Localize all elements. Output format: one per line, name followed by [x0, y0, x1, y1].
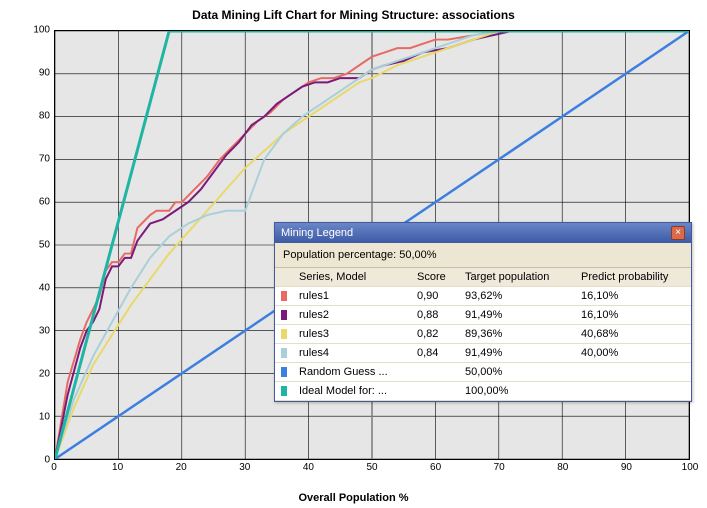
series-swatch: [281, 291, 287, 301]
legend-score: [411, 363, 459, 381]
series-swatch: [281, 367, 287, 377]
col-prob: Predict probability: [575, 268, 691, 286]
y-axis-ticks: 0102030405060708090100: [24, 30, 52, 460]
x-axis-label: Overall Population %: [298, 492, 408, 504]
series-swatch: [281, 348, 287, 358]
legend-score: 0,84: [411, 344, 459, 362]
legend-row[interactable]: rules10,9093,62%16,10%: [275, 287, 691, 306]
y-tick: 90: [24, 68, 50, 79]
y-tick: 70: [24, 154, 50, 165]
legend-target: 89,36%: [459, 325, 575, 343]
y-tick: 10: [24, 412, 50, 423]
x-tick: 80: [557, 462, 568, 473]
legend-table: Series, Model Score Target population Pr…: [275, 268, 691, 401]
legend-series: rules4: [293, 344, 411, 362]
legend-prob: [575, 382, 691, 400]
y-tick: 40: [24, 283, 50, 294]
legend-series: rules1: [293, 287, 411, 305]
legend-target: 50,00%: [459, 363, 575, 381]
x-tick: 50: [366, 462, 377, 473]
mining-legend-title: Mining Legend: [281, 227, 353, 239]
lift-chart-container: Data Mining Lift Chart for Mining Struct…: [0, 0, 707, 508]
x-tick: 10: [112, 462, 123, 473]
x-tick: 20: [176, 462, 187, 473]
population-label: Population percentage:: [283, 249, 396, 261]
series-swatch: [281, 310, 287, 320]
legend-series: rules3: [293, 325, 411, 343]
mining-legend-panel: Mining Legend × Population percentage: 5…: [274, 222, 692, 402]
legend-score: [411, 382, 459, 400]
y-tick: 20: [24, 369, 50, 380]
y-tick: 60: [24, 197, 50, 208]
legend-prob: 16,10%: [575, 306, 691, 324]
legend-row[interactable]: rules30,8289,36%40,68%: [275, 325, 691, 344]
legend-row[interactable]: Ideal Model for: ... 100,00%: [275, 382, 691, 401]
legend-score: 0,82: [411, 325, 459, 343]
y-tick: 0: [24, 455, 50, 466]
legend-table-header: Series, Model Score Target population Pr…: [275, 268, 691, 287]
legend-prob: 40,00%: [575, 344, 691, 362]
x-tick: 30: [239, 462, 250, 473]
y-tick: 50: [24, 240, 50, 251]
y-tick: 30: [24, 326, 50, 337]
legend-series: Ideal Model for: ...: [293, 382, 411, 400]
legend-target: 100,00%: [459, 382, 575, 400]
x-axis-ticks: 0102030405060708090100: [54, 462, 690, 476]
population-value: 50,00%: [399, 249, 436, 261]
y-tick: 100: [24, 25, 50, 36]
legend-prob: [575, 363, 691, 381]
legend-prob: 40,68%: [575, 325, 691, 343]
legend-series: rules2: [293, 306, 411, 324]
legend-score: 0,88: [411, 306, 459, 324]
series-swatch: [281, 329, 287, 339]
chart-title: Data Mining Lift Chart for Mining Struct…: [0, 0, 707, 26]
col-score: Score: [411, 268, 459, 286]
legend-score: 0,90: [411, 287, 459, 305]
legend-row[interactable]: rules20,8891,49%16,10%: [275, 306, 691, 325]
x-tick: 0: [51, 462, 57, 473]
x-tick: 70: [494, 462, 505, 473]
legend-target: 91,49%: [459, 344, 575, 362]
close-icon[interactable]: ×: [671, 226, 685, 240]
col-series: Series, Model: [293, 268, 411, 286]
mining-legend-titlebar[interactable]: Mining Legend ×: [275, 223, 691, 243]
legend-target: 91,49%: [459, 306, 575, 324]
legend-prob: 16,10%: [575, 287, 691, 305]
x-tick: 60: [430, 462, 441, 473]
legend-series: Random Guess ...: [293, 363, 411, 381]
y-tick: 80: [24, 111, 50, 122]
legend-target: 93,62%: [459, 287, 575, 305]
series-swatch: [281, 386, 287, 396]
legend-row[interactable]: Random Guess ... 50,00%: [275, 363, 691, 382]
x-tick: 90: [621, 462, 632, 473]
x-tick: 100: [682, 462, 699, 473]
legend-row[interactable]: rules40,8491,49%40,00%: [275, 344, 691, 363]
population-percentage-row: Population percentage: 50,00%: [275, 243, 691, 268]
col-target: Target population: [459, 268, 575, 286]
x-tick: 40: [303, 462, 314, 473]
